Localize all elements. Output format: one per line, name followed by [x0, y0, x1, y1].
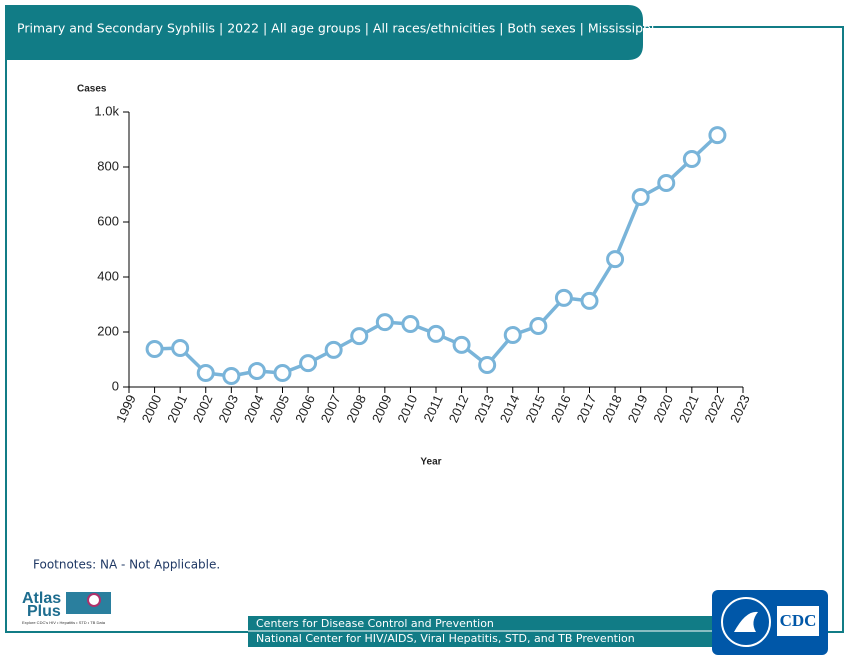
y-tick-label: 800 — [97, 158, 119, 173]
point — [708, 126, 727, 145]
x-tick-label: 2008 — [343, 392, 369, 425]
frame — [5, 26, 844, 633]
x-tick-label: 2003 — [215, 392, 241, 425]
point — [503, 326, 522, 345]
point — [273, 363, 292, 382]
x-tick-label: 2011 — [420, 392, 445, 424]
point — [452, 335, 471, 354]
x-tick-label: 2006 — [292, 392, 318, 425]
point — [145, 340, 164, 359]
x-tick-label: 2012 — [446, 392, 472, 425]
header-banner — [5, 5, 643, 60]
header-title: Primary and Secondary Syphilis | 2022 | … — [17, 21, 654, 36]
atlas-logo: Atlas Plus Explore CDC's HIV • Hepatitis… — [22, 590, 111, 625]
cdc-box — [777, 606, 819, 636]
x-tick-label: 2001 — [164, 392, 190, 425]
x-tick-label: 2010 — [394, 392, 420, 425]
point — [222, 367, 241, 385]
point — [196, 363, 215, 382]
hhs-seal — [721, 597, 771, 647]
point — [427, 324, 445, 343]
point — [401, 315, 420, 334]
point — [171, 338, 190, 357]
x-tick-label: 2023 — [727, 392, 753, 425]
x-tick-label: 2017 — [574, 392, 600, 425]
logo-plus: Plus — [27, 603, 61, 620]
x-tick-label: 2004 — [241, 392, 267, 425]
cdc-text: CDC — [780, 611, 817, 630]
logo-tagline: Explore CDC's HIV • Hepatitis • STD • TB… — [22, 620, 106, 625]
x-tick-label: 2000 — [139, 392, 165, 425]
x-tick-label: 2022 — [701, 392, 727, 425]
footer-line2: National Center for HIV/AIDS, Viral Hepa… — [256, 632, 635, 645]
point — [529, 316, 548, 335]
y-tick-label: 200 — [97, 323, 119, 338]
footnotes: Footnotes: NA - Not Applicable. — [33, 558, 220, 572]
point — [375, 313, 394, 332]
y-axis-label: Cases — [77, 84, 107, 95]
x-tick-label: 2013 — [471, 392, 497, 425]
x-tick-label: 2002 — [190, 392, 216, 425]
x-tick-label: 2015 — [522, 392, 548, 425]
point — [554, 288, 573, 307]
x-tick-label: 2020 — [650, 392, 676, 425]
y-tick-label: 1.0k — [94, 103, 119, 118]
logo-atlas: Atlas — [22, 590, 61, 607]
point — [682, 150, 701, 169]
x-tick-label: 1999 — [113, 392, 139, 425]
x-tick-label: 2014 — [497, 392, 523, 425]
y-tick-label: 600 — [97, 213, 119, 228]
logo-circle — [87, 593, 101, 607]
x-tick-label: 2007 — [318, 392, 344, 425]
point — [350, 327, 369, 346]
cdc-logo: CDC — [712, 590, 828, 655]
footer-line1: Centers for Disease Control and Preventi… — [256, 617, 494, 630]
point — [324, 340, 343, 359]
point — [247, 362, 266, 381]
y-tick-label: 400 — [97, 268, 119, 283]
x-tick-label: 2016 — [548, 392, 574, 425]
x-tick-label: 2019 — [625, 392, 651, 425]
point — [580, 291, 599, 310]
hhs-eagle — [734, 611, 758, 632]
x-axis-label: Year — [420, 457, 441, 468]
y-tick-label: 0 — [112, 378, 119, 393]
point — [299, 354, 318, 373]
point — [478, 356, 497, 374]
point — [631, 187, 650, 206]
point — [606, 250, 625, 269]
x-tick-label: 2009 — [369, 392, 395, 425]
point — [657, 173, 676, 192]
x-tick-label: 2005 — [267, 392, 293, 425]
x-tick-label: 2021 — [676, 392, 702, 425]
x-tick-label: 2018 — [599, 392, 625, 425]
